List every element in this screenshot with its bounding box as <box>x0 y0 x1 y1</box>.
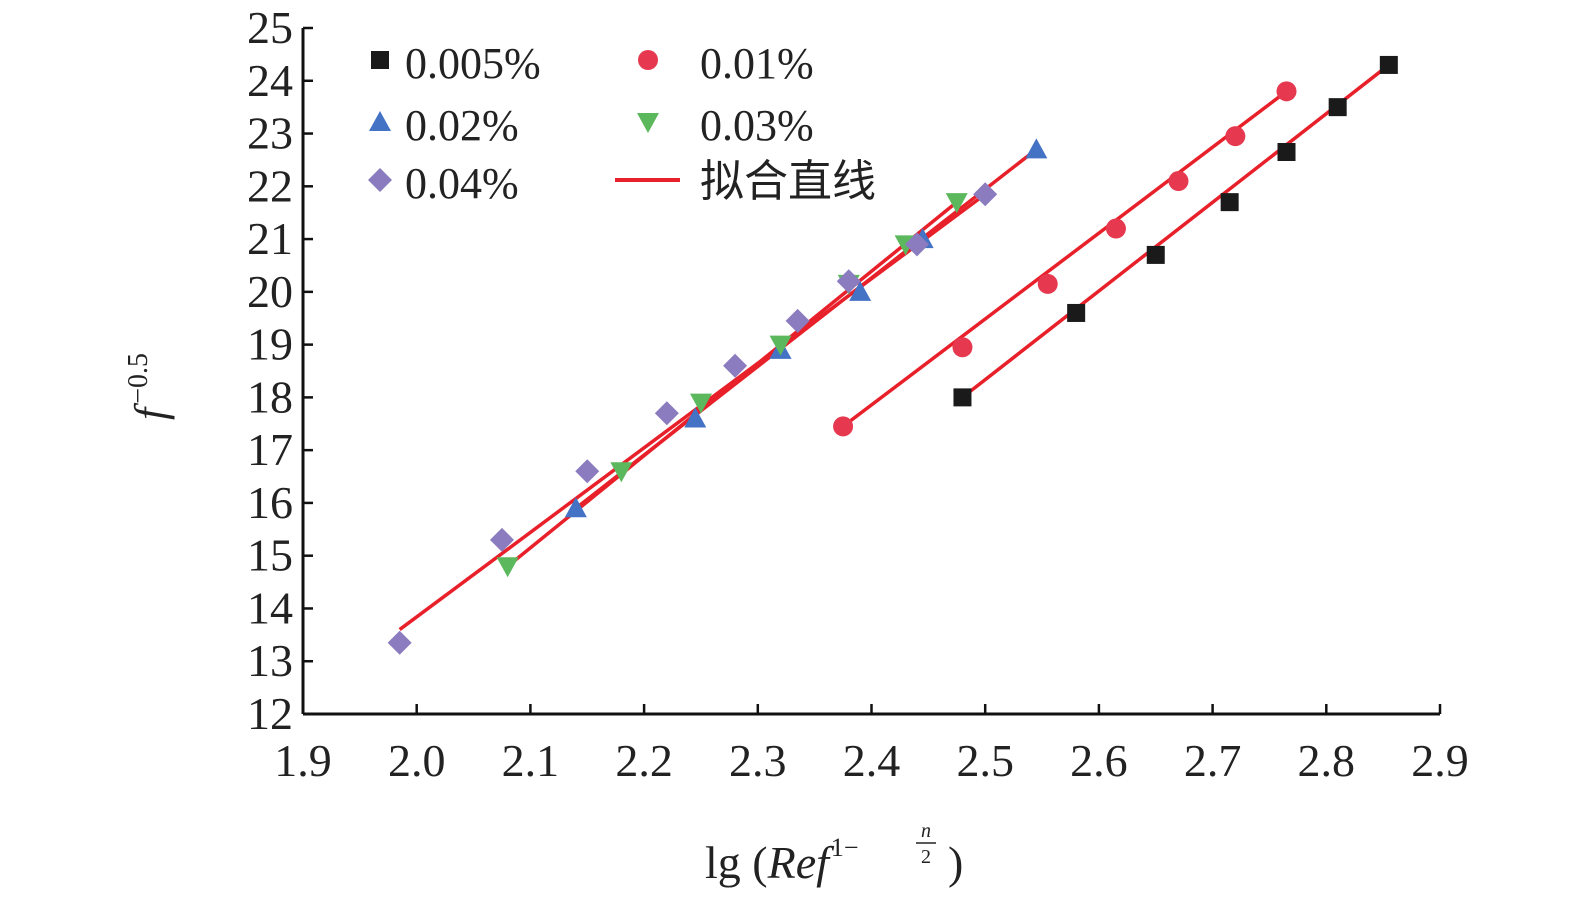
legend-label-2: 0.02% <box>405 101 519 150</box>
data-point-3 <box>610 462 633 483</box>
x-tick-label: 2.0 <box>388 735 446 786</box>
data-point-3 <box>945 193 968 214</box>
legend-label-3: 0.03% <box>700 101 814 150</box>
data-point-3 <box>689 393 712 414</box>
fit-line-1 <box>842 89 1288 428</box>
x-label-sup-prefix: 1− <box>831 833 859 862</box>
data-point-3 <box>769 335 792 356</box>
data-point-1 <box>1037 273 1058 294</box>
fit-line-4 <box>398 192 987 631</box>
data-point-1 <box>1276 81 1297 102</box>
legend-marker-2 <box>369 111 391 131</box>
y-tick-label: 24 <box>247 55 293 106</box>
y-tick-label: 23 <box>247 108 293 159</box>
data-point-4 <box>785 308 810 333</box>
data-point-0 <box>1328 98 1347 117</box>
fit-line-0 <box>961 63 1390 399</box>
data-point-3 <box>496 557 519 578</box>
y-tick-label: 22 <box>247 160 293 211</box>
x-tick-label: 2.4 <box>843 735 901 786</box>
legend-fit-label: 拟合直线 <box>700 157 876 206</box>
data-points <box>387 55 1398 655</box>
legend: 0.005% 0.01% 0.02% 0.03% 0.04% 拟合直线 <box>368 39 876 208</box>
data-point-4 <box>654 401 679 426</box>
x-tick-label: 2.3 <box>729 735 787 786</box>
x-tick-label: 2.1 <box>502 735 560 786</box>
data-point-4 <box>904 232 929 257</box>
legend-marker-4 <box>368 168 392 192</box>
data-point-1 <box>1105 218 1126 239</box>
data-point-4 <box>723 353 748 378</box>
x-label-suffix: ) <box>948 837 963 888</box>
data-point-1 <box>1168 171 1189 192</box>
legend-label-1: 0.01% <box>700 39 814 88</box>
legend-label-4: 0.04% <box>405 159 519 208</box>
x-label-frac-den: 2 <box>921 846 931 868</box>
x-axis-label: lg (Ref1− <box>705 833 859 888</box>
legend-marker-1 <box>638 50 658 70</box>
y-tick-label: 25 <box>247 2 293 53</box>
fit-lines <box>398 63 1390 631</box>
axes <box>301 26 1442 716</box>
data-point-1 <box>952 337 973 358</box>
data-point-0 <box>1277 143 1296 162</box>
x-tick-label: 2.2 <box>615 735 673 786</box>
x-tick-label: 2.8 <box>1298 735 1356 786</box>
y-axis-label: f−0.5 <box>123 353 175 420</box>
data-point-2 <box>564 497 587 518</box>
data-point-0 <box>1379 55 1398 74</box>
y-tick-label: 16 <box>247 477 293 528</box>
x-tick-label: 2.7 <box>1184 735 1242 786</box>
data-point-4 <box>836 269 861 294</box>
data-point-1 <box>833 416 854 437</box>
legend-marker-3 <box>637 113 659 133</box>
data-point-4 <box>489 527 514 552</box>
data-point-0 <box>1220 193 1239 212</box>
x-label-italic: Ref <box>767 837 836 888</box>
data-point-4 <box>387 630 412 655</box>
data-point-4 <box>973 182 998 207</box>
y-tick-label: 15 <box>247 530 293 581</box>
data-point-1 <box>1225 126 1246 147</box>
y-tick-label: 21 <box>247 213 293 264</box>
legend-marker-0 <box>371 51 389 69</box>
y-tick-label: 12 <box>247 688 293 739</box>
data-point-0 <box>1146 245 1165 264</box>
data-point-2 <box>849 280 872 301</box>
legend-label-0: 0.005% <box>405 39 541 88</box>
x-label-frac-num: n <box>921 820 931 842</box>
y-tick-label: 18 <box>247 371 293 422</box>
x-label-prefix: lg ( <box>705 837 768 888</box>
x-tick-label: 2.5 <box>956 735 1014 786</box>
y-label-sup: −0.5 <box>123 353 154 404</box>
x-tick-label: 1.9 <box>274 735 332 786</box>
data-point-4 <box>575 459 600 484</box>
y-tick-label: 19 <box>247 319 293 370</box>
y-tick-label: 13 <box>247 635 293 686</box>
y-tick-label: 14 <box>247 582 293 633</box>
data-point-0 <box>953 388 972 407</box>
x-tick-label: 2.6 <box>1070 735 1128 786</box>
y-tick-label: 20 <box>247 266 293 317</box>
x-tick-label: 2.9 <box>1411 735 1469 786</box>
data-point-2 <box>684 407 707 428</box>
data-point-0 <box>1067 303 1086 322</box>
data-point-2 <box>1025 138 1048 159</box>
y-tick-label: 17 <box>247 424 293 475</box>
x-tick-labels: 1.9 2.0 2.1 2.2 2.3 2.4 2.5 2.6 2.7 2.8 2.9 <box>274 735 1469 786</box>
